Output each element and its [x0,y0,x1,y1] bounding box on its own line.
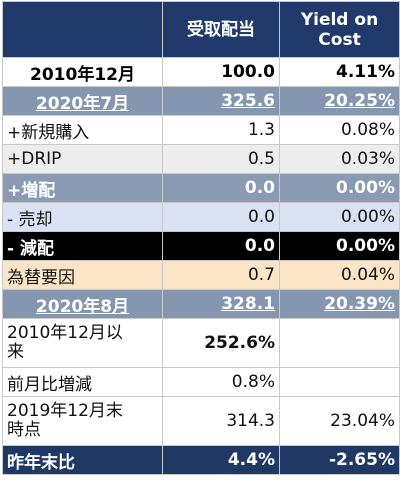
row-label: +増配 [2,173,163,203]
row-value: 0.0 [162,202,280,232]
table-row-end-2019: 2019年12月末 時点 314.3 23.04% [2,396,400,446]
row-label: +新規購入 [2,115,163,145]
row-value: 1.3 [162,115,280,145]
row-yield: 0.03% [279,144,400,174]
row-label-line2: 時点 [7,420,41,440]
table-row-ytd: 昨年末比 4.4% -2.65% [2,445,400,475]
row-label: 前月比増減 [2,367,163,397]
header-dividends: 受取配当 [162,1,280,58]
table-row-mom: 前月比増減 0.8% [2,367,400,397]
row-label: 2010年12月 [2,57,163,87]
header-yield-on-cost: Yield on Cost [279,1,400,58]
row-label: 2020年7月 [2,86,163,116]
table-row-since-2010: 2010年12月以 来 252.6% [2,318,400,368]
row-value: 328.1 [162,289,280,319]
row-label-line1: 2010年12月以 [7,323,123,343]
table-row-august: 2020年8月 328.1 20.39% [2,289,400,319]
dividend-summary-table: 受取配当 Yield on Cost 2010年12月 100.0 4.11% … [2,1,400,475]
table-row-sell: - 売却 0.0 0.00% [2,202,400,232]
row-yield: 4.11% [279,57,400,87]
row-value: 252.6% [162,318,280,368]
row-label: 2020年8月 [2,289,163,319]
row-value: 4.4% [162,445,280,475]
row-yield: -2.65% [279,445,400,475]
row-label: 為替要因 [2,260,163,290]
row-yield: 23.04% [279,396,400,446]
table-row-cut: - 減配 0.0 0.00% [2,231,400,261]
row-value: 0.0 [162,173,280,203]
row-value: 0.5 [162,144,280,174]
header-row: 受取配当 Yield on Cost [2,1,400,58]
table-row-new-buy: +新規購入 1.3 0.08% [2,115,400,145]
row-yield [279,367,400,397]
row-label: +DRIP [2,144,163,174]
row-yield: 20.39% [279,289,400,319]
row-label: - 売却 [2,202,163,232]
row-yield: 0.00% [279,173,400,203]
row-label: 2010年12月以 来 [2,318,163,368]
table-row-base: 2010年12月 100.0 4.11% [2,57,400,87]
table-row-drip: +DRIP 0.5 0.03% [2,144,400,174]
header-yield-line1: Yield on [300,9,379,30]
row-yield: 20.25% [279,86,400,116]
row-value: 325.6 [162,86,280,116]
table-row-fx: 為替要因 0.7 0.04% [2,260,400,290]
row-value: 0.7 [162,260,280,290]
row-yield: 0.00% [279,231,400,261]
row-label-line2: 来 [7,342,24,362]
row-label: - 減配 [2,231,163,261]
row-value: 314.3 [162,396,280,446]
row-yield: 0.04% [279,260,400,290]
row-label: 昨年末比 [2,445,163,475]
row-value: 0.0 [162,231,280,261]
row-yield: 0.00% [279,202,400,232]
row-label-line1: 2019年12月末 [7,401,123,421]
row-value: 0.8% [162,367,280,397]
row-label: 2019年12月末 時点 [2,396,163,446]
table-row-july: 2020年7月 325.6 20.25% [2,86,400,116]
header-yield-line2: Cost [318,29,361,50]
table-row-increase: +増配 0.0 0.00% [2,173,400,203]
header-empty-cell [2,1,163,58]
row-yield: 0.08% [279,115,400,145]
row-yield [279,318,400,368]
row-value: 100.0 [162,57,280,87]
